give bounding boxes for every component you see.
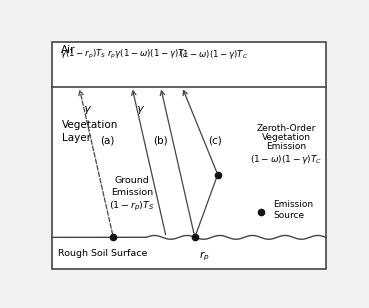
Text: $r_p$: $r_p$ [199, 249, 210, 263]
Text: Air: Air [61, 45, 75, 55]
Text: Zeroth-Order: Zeroth-Order [257, 124, 316, 132]
Text: Vegetation
Layer: Vegetation Layer [62, 120, 118, 144]
FancyBboxPatch shape [52, 42, 327, 270]
Text: $\gamma(1-r_p)T_S$: $\gamma(1-r_p)T_S$ [60, 48, 107, 61]
Text: $(1-\omega)(1-\gamma)T_C$: $(1-\omega)(1-\gamma)T_C$ [250, 153, 323, 166]
Text: $\gamma$: $\gamma$ [136, 104, 145, 116]
Text: $\gamma$: $\gamma$ [83, 104, 92, 116]
Text: $r_p\gamma(1-\omega)(1-\gamma)T_C$: $r_p\gamma(1-\omega)(1-\gamma)T_C$ [107, 48, 189, 61]
Text: Emission: Emission [266, 143, 306, 152]
Text: (c): (c) [208, 135, 222, 145]
Text: Vegetation: Vegetation [262, 133, 311, 142]
Text: Ground
Emission
$(1-r_p)T_S$: Ground Emission $(1-r_p)T_S$ [109, 176, 155, 213]
Text: Rough Soil Surface: Rough Soil Surface [58, 249, 147, 258]
Text: (b): (b) [153, 135, 168, 145]
Text: $(1-\omega)(1-\gamma)T_C$: $(1-\omega)(1-\gamma)T_C$ [179, 48, 248, 61]
Text: (a): (a) [100, 135, 115, 145]
Text: Emission
Source: Emission Source [273, 200, 314, 221]
